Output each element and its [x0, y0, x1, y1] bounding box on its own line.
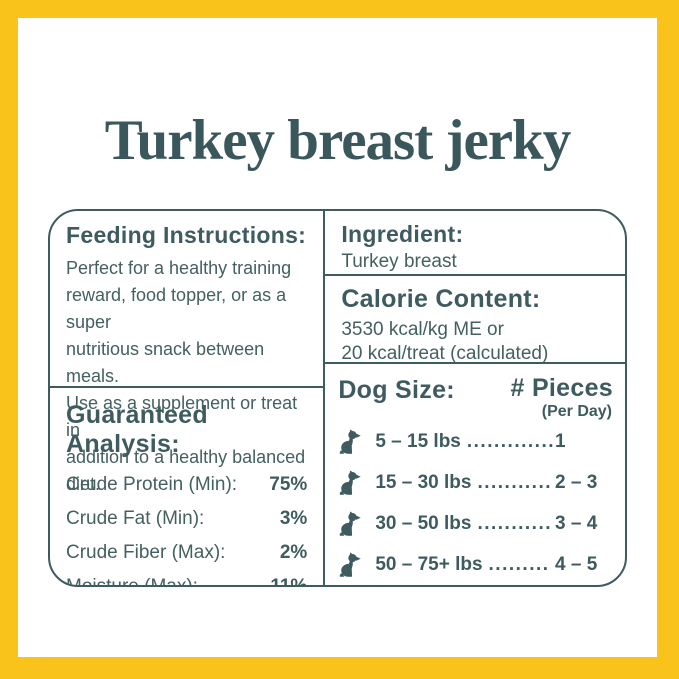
calorie-content-text: 20 kcal/treat (calculated) [341, 343, 549, 364]
analysis-row: Crude Fiber (Max): 2% [66, 536, 307, 570]
dog-size-range: 15 – 30 lbs [375, 472, 472, 493]
dog-size-range: 50 – 75+ lbs [375, 554, 483, 575]
ingredient-value: Turkey breast [341, 251, 457, 272]
feeding-instructions-text: Use as a supplement or treat in [66, 393, 298, 440]
pieces-value: 3 – 4 [555, 513, 598, 534]
leader-dots: ......... [488, 554, 550, 575]
feeding-instructions-text: nutritious snack between meals. [66, 339, 265, 386]
leader-dots: ........... [477, 513, 553, 534]
ingredient-section: Ingredient: Turkey breast [325, 211, 625, 276]
info-box-left-column: Feeding Instructions: Perfect for a heal… [50, 211, 326, 587]
leader-dots: ............. [466, 431, 555, 452]
leader-dots: ........... [477, 472, 553, 493]
pieces-subheading: (Per Day) [541, 403, 612, 420]
feeding-instructions-text: addition to a healthy balanced diet. [66, 447, 306, 494]
sitting-dog-icon [338, 552, 362, 578]
dog-size-row: 5 – 15 lbs ............. 1 [338, 422, 613, 462]
sitting-dog-icon [338, 429, 362, 455]
dog-size-section: Dog Size: # Pieces (Per Day) [325, 364, 625, 585]
dog-size-range: 30 – 50 lbs [375, 513, 472, 534]
ingredient-heading: Ingredient: [341, 221, 464, 247]
analysis-value: 2% [279, 542, 308, 563]
info-box-right-column: Ingredient: Turkey breast Calorie Conten… [325, 211, 625, 585]
calorie-content-text: 3530 kcal/kg ME or [341, 319, 504, 340]
feeding-instructions-section: Feeding Instructions: Perfect for a heal… [50, 211, 324, 494]
sitting-dog-icon [338, 511, 362, 537]
info-box: Feeding Instructions: Perfect for a heal… [48, 209, 627, 587]
feeding-instructions-heading: Feeding Instructions: [66, 222, 307, 248]
dog-size-row: 30 – 50 lbs ........... 3 – 4 [338, 504, 613, 544]
analysis-value: 3% [279, 508, 308, 529]
dog-size-heading: Dog Size: [338, 376, 455, 404]
analysis-value: 11% [270, 576, 308, 587]
pieces-heading: # Pieces [510, 374, 613, 402]
guaranteed-analysis-section: Guaranteed Analysis: Crude Protein (Min)… [50, 388, 323, 587]
feeding-instructions-text: reward, food topper, or as a super [66, 285, 287, 332]
guaranteed-analysis-heading: Guaranteed Analysis: [66, 401, 208, 458]
analysis-row: Moisture (Max): 11% [66, 570, 308, 587]
product-title: Turkey breast jerky [104, 109, 572, 172]
analysis-label: Moisture (Max): [66, 576, 198, 587]
pieces-heading-block: # Pieces (Per Day) [511, 376, 614, 421]
sitting-dog-icon [338, 470, 362, 496]
feeding-instructions-text: Perfect for a healthy training [66, 258, 292, 278]
analysis-label: Crude Protein (Min): [66, 474, 238, 495]
analysis-row: Crude Fat (Min): 3% [66, 502, 307, 536]
calorie-content-heading: Calorie Content: [341, 285, 541, 313]
calorie-content-section: Calorie Content: 3530 kcal/kg ME or 20 k… [325, 276, 625, 364]
analysis-value: 75% [269, 474, 308, 495]
pieces-value: 4 – 5 [555, 554, 598, 575]
analysis-label: Crude Fat (Min): [66, 508, 205, 529]
dog-size-row: 50 – 75+ lbs ......... 4 – 5 [338, 545, 613, 585]
pieces-value: 2 – 3 [555, 472, 598, 493]
analysis-label: Crude Fiber (Max): [66, 542, 226, 563]
dog-size-header: Dog Size: # Pieces (Per Day) [338, 376, 613, 421]
dog-size-range: 5 – 15 lbs [375, 431, 461, 452]
analysis-row: Crude Protein (Min): 75% [66, 468, 307, 502]
dog-size-row: 15 – 30 lbs ........... 2 – 3 [338, 463, 613, 503]
pieces-value: 1 [555, 431, 566, 452]
